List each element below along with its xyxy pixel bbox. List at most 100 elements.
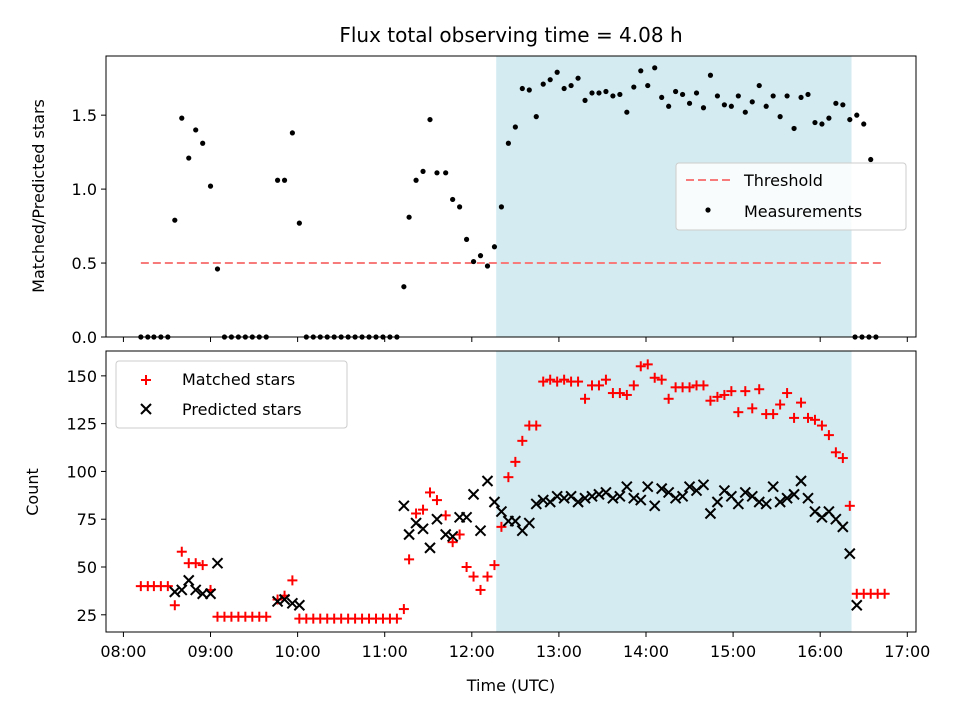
matched-point bbox=[614, 388, 625, 399]
measurement-point bbox=[519, 85, 525, 92]
measurement-point bbox=[505, 140, 511, 146]
matched-point bbox=[580, 393, 591, 404]
matched-point bbox=[454, 529, 465, 540]
matched-point bbox=[176, 546, 187, 557]
measurement-point bbox=[770, 93, 776, 99]
top-ylabel: Matched/Predicted stars bbox=[29, 99, 48, 293]
predicted-point bbox=[844, 547, 856, 560]
measurement-point bbox=[582, 97, 588, 103]
predicted-point bbox=[431, 513, 443, 525]
matched-point bbox=[411, 508, 422, 519]
measurement-point bbox=[749, 99, 755, 105]
legend: Threshold Measurements bbox=[675, 162, 907, 231]
y-tick-label: 1.5 bbox=[72, 106, 97, 125]
matched-point bbox=[635, 361, 646, 372]
measurement-point bbox=[652, 65, 658, 71]
predicted-point bbox=[509, 515, 522, 527]
measurement-point bbox=[554, 69, 560, 75]
matched-point bbox=[879, 588, 890, 599]
x-tick-label: 10:00 bbox=[275, 642, 321, 661]
x-tick-label: 08:00 bbox=[100, 642, 146, 661]
matched-point bbox=[272, 594, 283, 605]
predicted-point bbox=[474, 524, 487, 537]
matched-point bbox=[754, 384, 765, 395]
matched-point bbox=[684, 382, 695, 393]
predicted-point bbox=[642, 481, 654, 493]
predicted-point bbox=[586, 490, 598, 502]
series-predicted-stars bbox=[169, 475, 863, 611]
predicted-point bbox=[278, 593, 291, 606]
predicted-point bbox=[760, 498, 772, 510]
matched-point bbox=[823, 430, 834, 441]
measurement-point bbox=[840, 102, 846, 108]
measurement-point bbox=[296, 220, 302, 226]
measurement-point bbox=[289, 130, 295, 136]
matched-point bbox=[621, 389, 632, 400]
matched-point bbox=[649, 372, 660, 383]
measurement-point bbox=[603, 88, 609, 95]
matched-point bbox=[593, 380, 604, 391]
predicted-point bbox=[488, 496, 501, 508]
predicted-point bbox=[446, 530, 459, 543]
x-tick-label: 11:00 bbox=[362, 642, 408, 661]
matched-point bbox=[287, 575, 298, 586]
measurement-point bbox=[434, 170, 440, 176]
predicted-point bbox=[211, 557, 224, 569]
measurement-point bbox=[868, 156, 874, 163]
matched-point bbox=[398, 604, 409, 615]
measurement-point bbox=[179, 115, 185, 121]
x-axis-label: Time (UTC) bbox=[466, 676, 555, 695]
matched-point bbox=[440, 510, 451, 521]
measurement-point bbox=[847, 116, 853, 123]
x-tick-label: 16:00 bbox=[797, 642, 843, 661]
axes-frame bbox=[105, 55, 917, 338]
predicted-point bbox=[649, 500, 661, 512]
predicted-point bbox=[711, 496, 724, 508]
predicted-point bbox=[635, 494, 647, 506]
measurement-point bbox=[833, 100, 839, 106]
measurement-point bbox=[420, 168, 426, 174]
measurement-point bbox=[666, 103, 672, 109]
matched-point bbox=[782, 388, 793, 399]
matched-point bbox=[740, 386, 751, 397]
x-tick-label: 15:00 bbox=[710, 642, 756, 661]
matched-point bbox=[642, 359, 653, 370]
measurement-point bbox=[798, 94, 804, 101]
measurement-point bbox=[568, 82, 574, 89]
predicted-point bbox=[614, 490, 626, 502]
measurement-point bbox=[575, 75, 581, 81]
predicted-point bbox=[183, 574, 195, 587]
measurement-point bbox=[547, 77, 553, 83]
measurement-point bbox=[214, 266, 221, 272]
measurement-point bbox=[854, 112, 860, 118]
matched-point bbox=[531, 420, 542, 431]
measurement-point bbox=[484, 263, 491, 269]
predicted-point bbox=[795, 475, 807, 487]
predicted-point bbox=[837, 521, 849, 533]
predicted-point bbox=[774, 496, 786, 508]
predicted-point bbox=[286, 597, 299, 610]
matched-point bbox=[628, 380, 639, 391]
y-tick-label: 25 bbox=[77, 606, 97, 625]
predicted-point bbox=[655, 482, 668, 495]
matched-point bbox=[726, 386, 737, 397]
matched-point bbox=[559, 374, 570, 385]
matched-point bbox=[809, 414, 820, 425]
predicted-point bbox=[788, 488, 800, 501]
matched-point bbox=[197, 560, 208, 571]
matched-point bbox=[768, 409, 779, 420]
measurement-point bbox=[631, 84, 637, 90]
measurement-point bbox=[207, 183, 214, 189]
matched-point bbox=[418, 504, 429, 515]
predicted-point bbox=[204, 588, 217, 600]
measurement-point bbox=[443, 170, 449, 176]
measurement-point bbox=[645, 82, 651, 89]
measurement-point bbox=[193, 127, 199, 133]
y-tick-label: 125 bbox=[66, 415, 97, 434]
predicted-point bbox=[593, 488, 605, 501]
measurement-point bbox=[659, 94, 665, 101]
matched-point bbox=[837, 453, 848, 464]
matched-point bbox=[803, 412, 813, 423]
measurement-point bbox=[533, 114, 539, 120]
x-tick-label: 09:00 bbox=[187, 642, 233, 661]
